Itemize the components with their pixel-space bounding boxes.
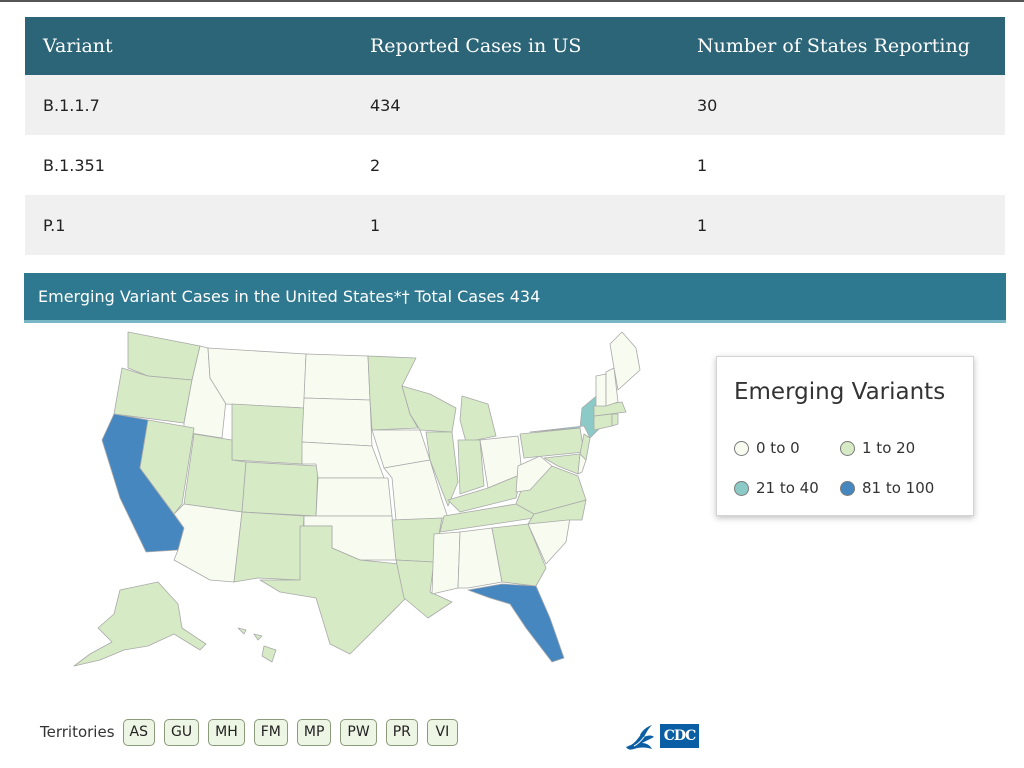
cell-variant: B.1.351 <box>25 135 352 195</box>
legend-swatch <box>840 480 855 496</box>
hhs-eagle-icon <box>626 725 654 750</box>
state-az[interactable] <box>173 503 243 583</box>
state-wv[interactable] <box>515 455 553 493</box>
cell-states: 1 <box>679 195 1005 255</box>
state-nd[interactable] <box>303 353 371 401</box>
legend-item-2: 21 to 40 <box>734 479 819 497</box>
state-nh[interactable] <box>605 367 619 407</box>
top-rule <box>0 0 1024 2</box>
legend-swatch <box>734 440 749 456</box>
state-ct[interactable] <box>593 413 613 431</box>
table-row: B.1.1.7 434 30 <box>25 75 1005 135</box>
state-ms[interactable] <box>431 531 461 595</box>
state-fl[interactable] <box>467 583 565 663</box>
state-il[interactable] <box>425 431 459 507</box>
cell-cases: 1 <box>352 195 679 255</box>
state-sd[interactable] <box>301 397 373 447</box>
state-tx[interactable] <box>259 525 407 655</box>
state-nv[interactable] <box>139 419 195 515</box>
territory-button-fm[interactable]: FM <box>253 718 288 746</box>
legend-label: 81 to 100 <box>862 479 935 497</box>
state-de[interactable] <box>577 453 587 475</box>
header-variant[interactable]: Variant <box>25 17 352 75</box>
cdc-logo[interactable]: CDC <box>660 724 699 748</box>
state-pa[interactable] <box>519 427 585 459</box>
state-ri[interactable] <box>611 413 619 427</box>
cell-variant: P.1 <box>25 195 352 255</box>
territory-button-vi[interactable]: VI <box>426 718 458 746</box>
header-reported-cases[interactable]: Reported Cases in US <box>352 17 679 75</box>
table-header-row: Variant Reported Cases in US Number of S… <box>25 17 1005 75</box>
legend: Emerging Variants 0 to 0 1 to 20 21 to 4… <box>716 356 974 516</box>
legend-label: 0 to 0 <box>756 439 800 457</box>
territories-bar: Territories AS GU MH FM MP PW PR VI <box>40 717 467 747</box>
state-al[interactable] <box>457 527 503 589</box>
state-mt[interactable] <box>207 347 307 409</box>
territory-button-as[interactable]: AS <box>122 718 155 746</box>
map-banner-title: Emerging Variant Cases in the United Sta… <box>24 273 1006 323</box>
territory-button-pr[interactable]: PR <box>385 718 418 746</box>
legend-label: 1 to 20 <box>862 439 916 457</box>
header-states-reporting[interactable]: Number of States Reporting <box>679 17 1005 75</box>
state-co[interactable] <box>241 461 319 517</box>
territory-button-mh[interactable]: MH <box>208 718 245 746</box>
state-ks[interactable] <box>315 477 393 517</box>
variant-table: Variant Reported Cases in US Number of S… <box>25 17 1005 255</box>
state-nm[interactable] <box>233 511 305 583</box>
cell-cases: 434 <box>352 75 679 135</box>
territory-button-mp[interactable]: MP <box>296 718 332 746</box>
legend-item-3: 81 to 100 <box>840 479 934 497</box>
legend-item-1: 1 to 20 <box>840 439 915 457</box>
legend-item-0: 0 to 0 <box>734 439 800 457</box>
legend-swatch <box>840 440 855 456</box>
table-row: P.1 1 1 <box>25 195 1005 255</box>
us-map <box>73 331 641 667</box>
cell-variant: B.1.1.7 <box>25 75 352 135</box>
state-ak[interactable] <box>73 581 207 667</box>
cell-cases: 2 <box>352 135 679 195</box>
territory-button-gu[interactable]: GU <box>164 718 200 746</box>
state-wy[interactable] <box>231 403 305 465</box>
state-me[interactable] <box>609 331 641 391</box>
state-hi[interactable] <box>237 627 277 663</box>
cell-states: 1 <box>679 135 1005 195</box>
legend-swatch <box>734 480 749 496</box>
state-in[interactable] <box>457 439 485 495</box>
cell-states: 30 <box>679 75 1005 135</box>
state-mi[interactable] <box>459 395 497 443</box>
legend-title: Emerging Variants <box>734 379 946 405</box>
state-vt[interactable] <box>595 373 607 407</box>
state-ga[interactable] <box>491 523 547 587</box>
territories-label: Territories <box>40 723 115 741</box>
table-row: B.1.351 2 1 <box>25 135 1005 195</box>
territory-button-pw[interactable]: PW <box>340 718 377 746</box>
legend-label: 21 to 40 <box>756 479 819 497</box>
